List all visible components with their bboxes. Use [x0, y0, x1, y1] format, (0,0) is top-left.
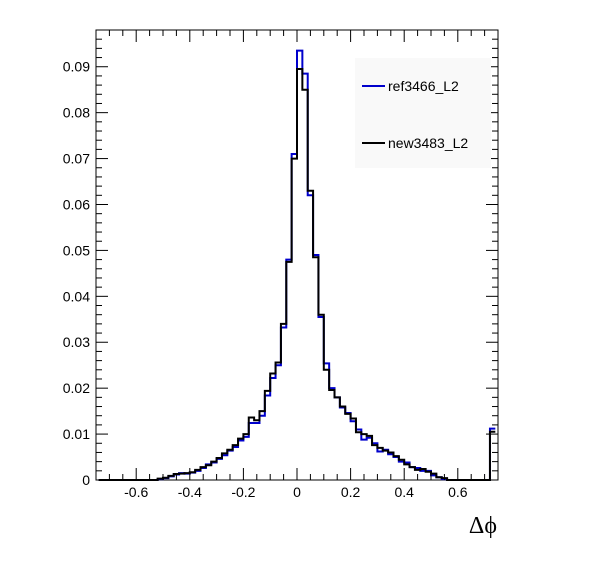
legend-box [355, 58, 491, 168]
x-tick-label: -0.2 [231, 484, 255, 500]
x-tick-label: 0.4 [394, 484, 414, 500]
y-tick-label: 0.08 [63, 105, 90, 121]
legend-entry-label: ref3466_L2 [388, 78, 459, 94]
y-tick-label: 0.01 [63, 426, 90, 442]
y-tick-label: 0.05 [63, 242, 90, 258]
legend: ref3466_L2 new3483_L2 [355, 58, 491, 168]
x-tick-label: 0.2 [341, 484, 361, 500]
y-tick-label: 0.02 [63, 380, 90, 396]
x-tick-label: -0.4 [178, 484, 202, 500]
x-tick-label: 0.6 [448, 484, 468, 500]
y-tick-label: 0.03 [63, 334, 90, 350]
series-line-new [98, 68, 496, 481]
axes-layer: -0.6 -0.4 -0.2 0 0.2 0.4 0.6 0 0.01 0.02 0.03 0.04 0… [63, 30, 498, 500]
x-tick-label: 0 [293, 484, 301, 500]
y-tick-label: 0.07 [63, 151, 90, 167]
y-tick-label: 0.06 [63, 196, 90, 212]
x-axis-label: Δϕ [469, 513, 497, 539]
y-tick-label: 0.04 [63, 288, 90, 304]
x-tick-label: -0.6 [124, 484, 148, 500]
legend-entry-label: new3483_L2 [388, 135, 468, 151]
y-tick-label: 0.09 [63, 59, 90, 75]
series-layer [98, 49, 496, 481]
y-tick-label: 0 [82, 472, 90, 488]
